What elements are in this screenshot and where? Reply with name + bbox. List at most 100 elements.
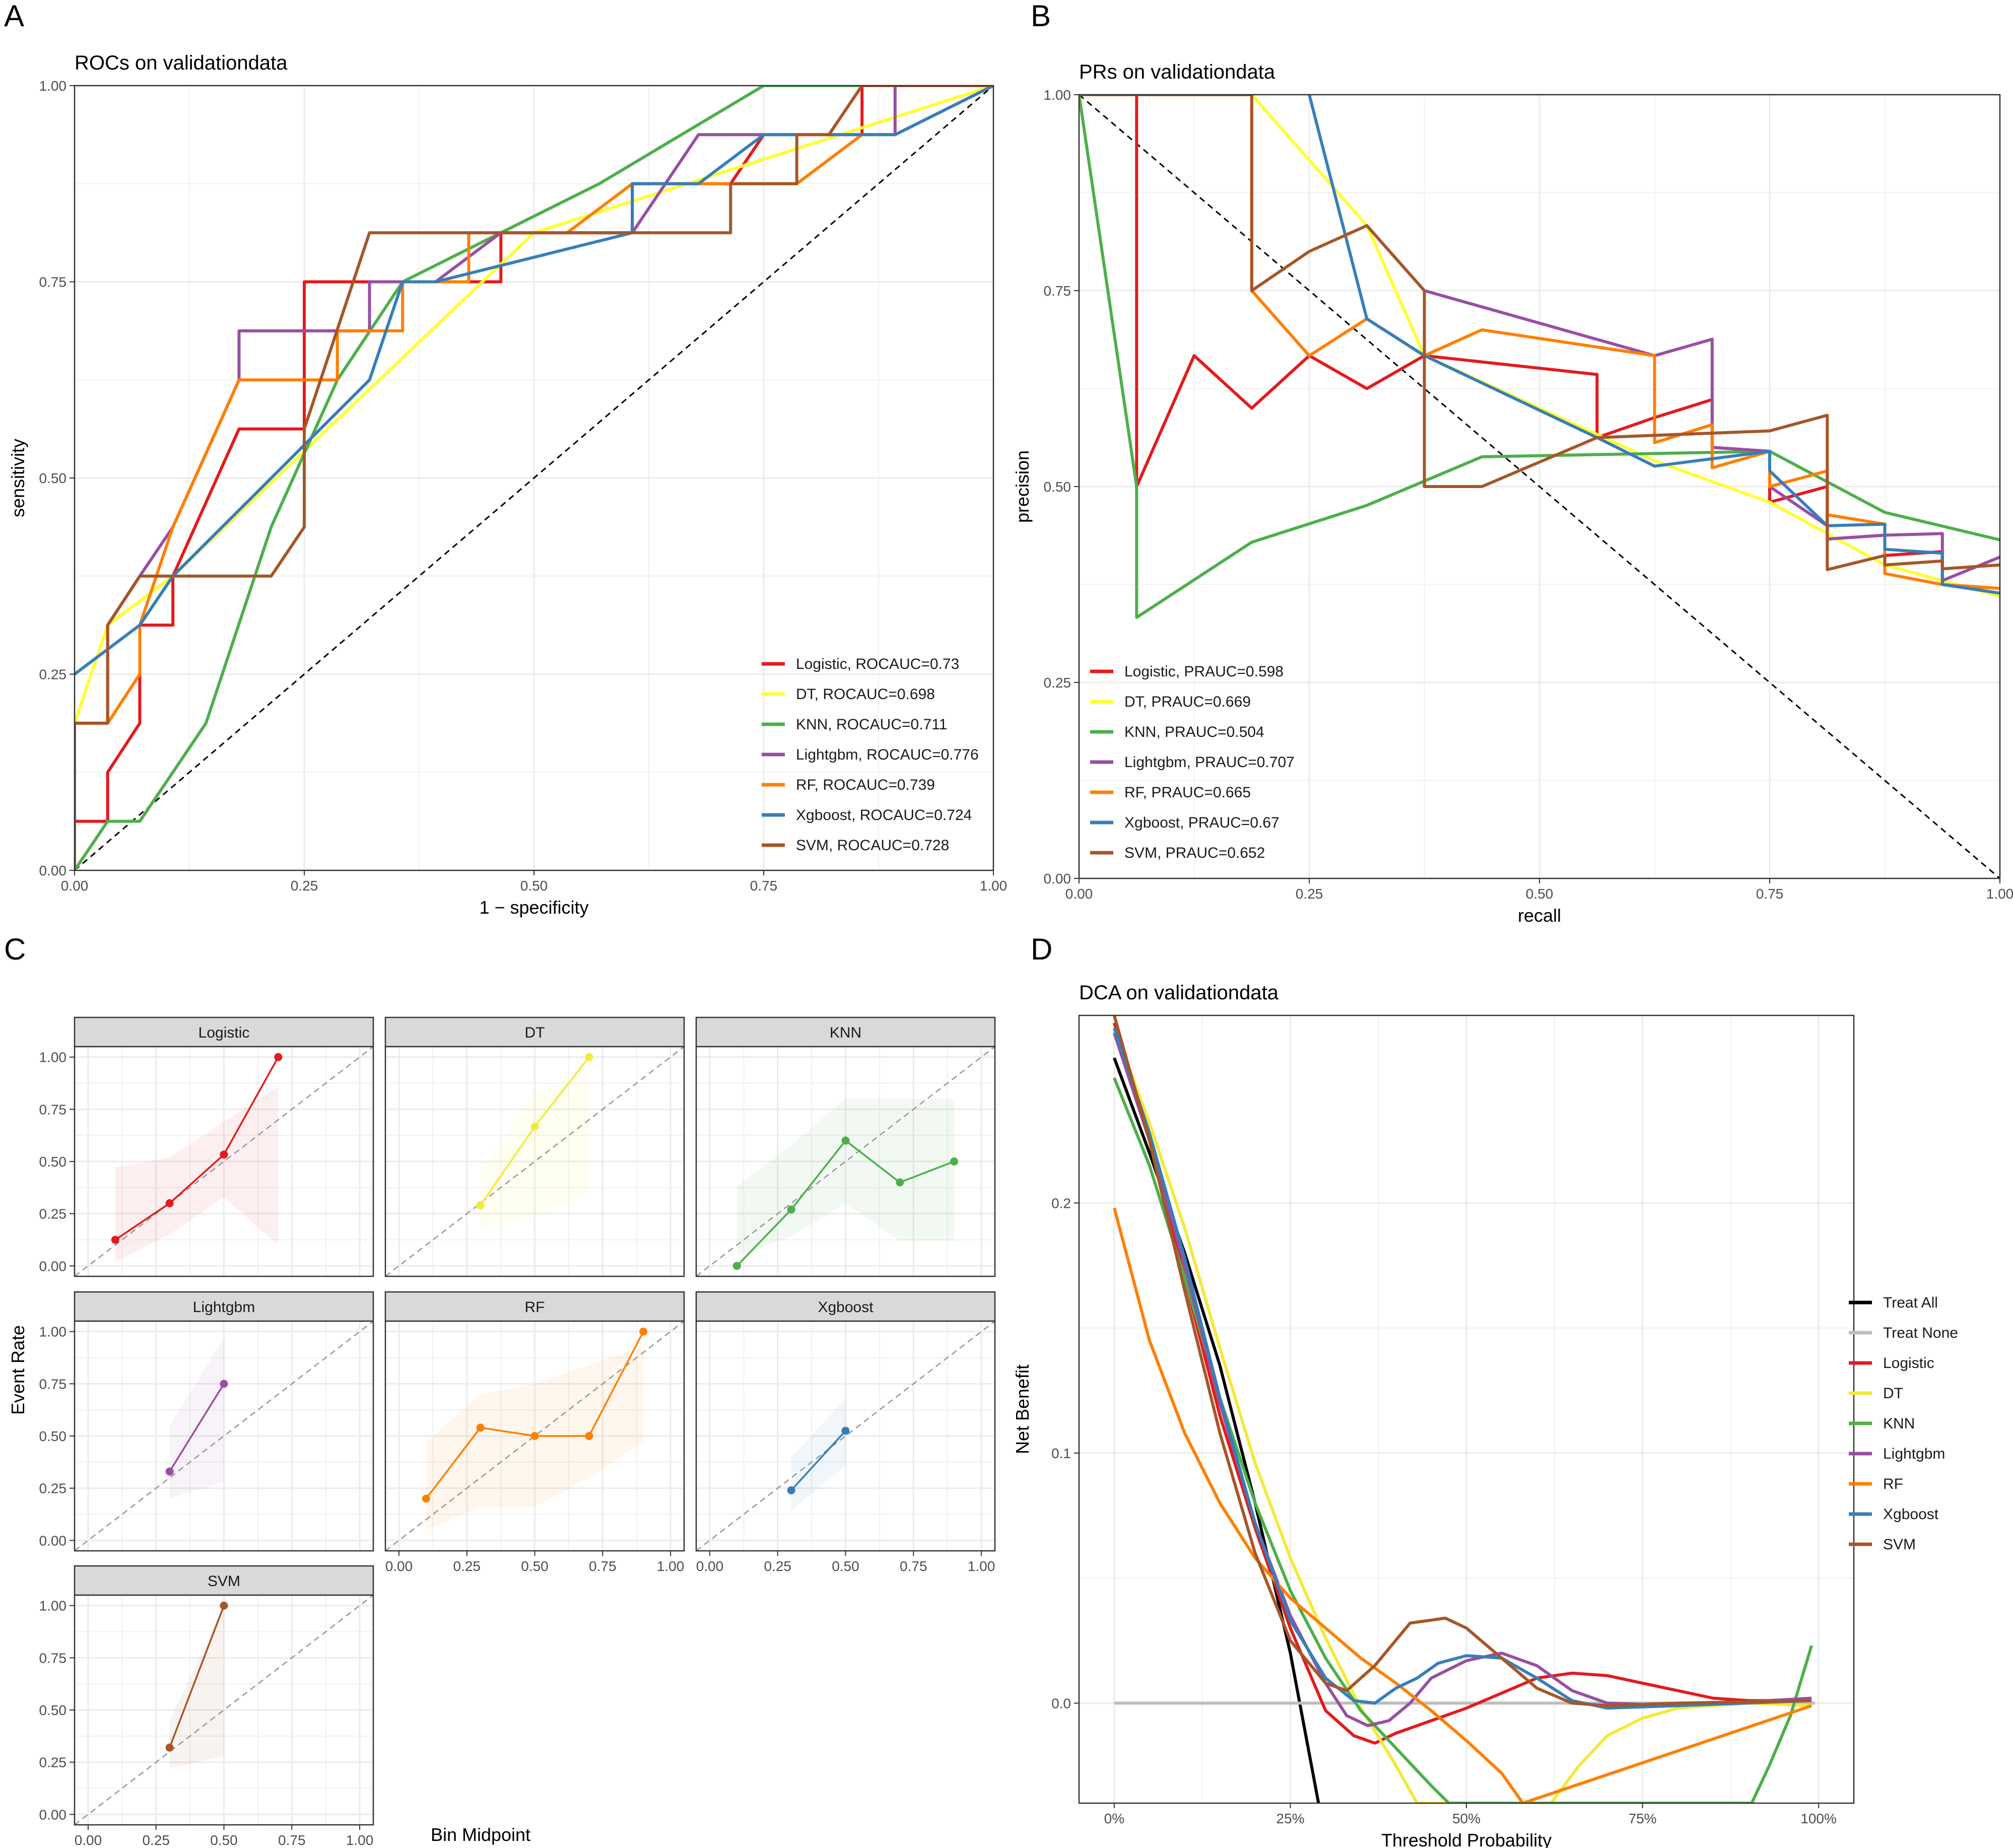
calibration-facet-svm-x-tick-label: 0.75 <box>278 1832 306 1848</box>
panel-label-a: A <box>4 0 24 33</box>
dca-y-tick-label: 0.2 <box>1051 1195 1071 1211</box>
dca-legend-label-xgboost: Xgboost <box>1883 1506 1939 1523</box>
dca-legend-label-svm: SVM <box>1883 1536 1916 1553</box>
calibration-facet-lightgbm-strip <box>74 1291 374 1322</box>
calibration-facet-svm-strip <box>74 1565 374 1596</box>
dca-series-xgboost <box>1113 1027 1812 1710</box>
calibration-facet-rf-x-tick-label: 0.00 <box>385 1558 413 1574</box>
calibration-facet-svm-point <box>165 1743 174 1752</box>
dca-series-svm <box>1113 1015 1812 1707</box>
roc-y-tick-label: 0.25 <box>39 667 67 682</box>
pr-series-dt <box>1079 95 2000 598</box>
panel-label-d: D <box>1031 932 1052 966</box>
calibration-facet-logistic-calibration-line <box>114 1056 279 1241</box>
calibration-facet-dt-panel-border <box>384 1046 685 1277</box>
calibration-facet-dt-strip-label: DT <box>525 1024 545 1041</box>
calibration-facet-svm-y-tick-label: 0.25 <box>39 1755 67 1770</box>
calibration-facet-xgboost-calibration-line <box>790 1430 846 1491</box>
roc-legend-label-xgboost: Xgboost, ROCAUC=0.724 <box>796 807 972 824</box>
dca-legend-label-dt: DT <box>1883 1385 1903 1402</box>
calibration-facet-rf-x-tick-label: 0.25 <box>453 1558 481 1574</box>
roc-y-axis-label: sensitivity <box>8 439 28 517</box>
calibration-facet-logistic-y-tick-label: 0.00 <box>39 1258 67 1274</box>
pr-series-lightgbm <box>1424 289 2000 582</box>
calibration-facet-logistic-strip-label: Logistic <box>198 1024 250 1041</box>
pr-legend-label-svm: SVM, PRAUC=0.652 <box>1124 845 1265 861</box>
calibration-facet-knn-panel-border <box>695 1046 996 1277</box>
dca-series-dt <box>1113 1027 1812 1803</box>
pr-y-tick-label: 0.75 <box>1044 283 1071 299</box>
calibration-facet-lightgbm-y-tick-label: 0.50 <box>39 1428 67 1444</box>
dca-x-axis-label: Threshold Probability <box>1381 1830 1552 1848</box>
calibration-facet-knn-reference-diagonal <box>696 1046 995 1277</box>
calibration-facet-logistic-strip <box>74 1016 374 1048</box>
calibration-facet-lightgbm-confidence-band <box>169 1338 224 1499</box>
calibration-facet-dt: DT <box>384 1016 685 1277</box>
calibration-facet-logistic-point <box>220 1150 228 1159</box>
calibration-facet-rf-point <box>530 1432 539 1440</box>
pr-legend-label-logistic: Logistic, PRAUC=0.598 <box>1124 663 1284 680</box>
calibration-facet-logistic-y-tick-label: 1.00 <box>39 1050 67 1065</box>
calibration-facet-dt-point <box>530 1122 539 1131</box>
calibration-facet-svm-x-tick-label: 0.25 <box>142 1832 170 1848</box>
dca-title: DCA on validationdata <box>1079 982 1279 1004</box>
roc-y-tick-label: 0.50 <box>39 470 67 486</box>
roc-x-tick-label: 0.75 <box>750 878 778 894</box>
calibration-facet-svm-y-tick-label: 0.75 <box>39 1650 67 1666</box>
calibration-facet-rf-strip-label: RF <box>525 1299 545 1316</box>
calibration-facet-dt-confidence-band <box>480 1071 589 1228</box>
dca-legend-label-treat-all: Treat All <box>1883 1294 1938 1311</box>
calibration-facet-knn-point <box>896 1178 904 1187</box>
pr-reference-diagonal <box>1079 95 2000 878</box>
dca-x-tick-label: 75% <box>1629 1811 1657 1826</box>
pr-title: PRs on validationdata <box>1079 61 1276 83</box>
pr-y-tick-label: 0.00 <box>1044 871 1071 886</box>
calibration-facet-xgboost-point <box>841 1426 850 1435</box>
roc-x-tick-label: 0.25 <box>291 878 318 894</box>
calibration-facet-xgboost-x-tick-label: 1.00 <box>968 1558 995 1574</box>
calibration-facet-rf-point <box>639 1327 648 1336</box>
calibration-facet-logistic-point <box>274 1053 283 1061</box>
pr-y-tick-label: 0.50 <box>1044 479 1071 495</box>
calibration-facet-rf-point <box>585 1432 593 1440</box>
calibration-facet-xgboost-strip <box>695 1291 996 1322</box>
pr-legend-label-xgboost: Xgboost, PRAUC=0.67 <box>1124 814 1280 831</box>
calibration-facet-xgboost-strip-label: Xgboost <box>818 1299 874 1316</box>
roc-y-tick-label: 0.75 <box>39 275 67 290</box>
dca-y-tick-label: 0.0 <box>1051 1695 1071 1711</box>
roc-x-tick-label: 1.00 <box>980 878 1008 894</box>
calibration-facet-knn-point <box>841 1136 850 1145</box>
calibration-facet-svm: SVM 0.00 0.25 0.50 0.75 1.00 0.00 0.25 0.50 0.75 1… <box>39 1565 374 1848</box>
roc-legend-label-logistic: Logistic, ROCAUC=0.73 <box>796 656 959 672</box>
calibration-facet-lightgbm-y-tick-label: 1.00 <box>39 1324 67 1340</box>
dca-x-tick-label: 100% <box>1800 1811 1837 1826</box>
roc-title: ROCs on validationdata <box>75 52 288 74</box>
calibration-facet-logistic-y-tick-label: 0.75 <box>39 1102 67 1117</box>
calibration-facet-dt-point <box>585 1053 593 1061</box>
pr-x-tick-label: 0.25 <box>1296 886 1323 902</box>
pr-legend-label-rf: RF, PRAUC=0.665 <box>1124 784 1251 801</box>
pr-y-tick-label: 1.00 <box>1044 87 1071 103</box>
dca-series-rf <box>1113 1207 1813 1803</box>
roc-panel-border <box>74 85 994 871</box>
calibration-facet-knn-strip-label: KNN <box>830 1024 861 1041</box>
calibration-facet-dt-reference-diagonal <box>385 1046 685 1277</box>
calibration-facet-rf-reference-diagonal <box>385 1321 685 1551</box>
calibration-facet-xgboost-point <box>787 1486 795 1494</box>
calibration-facet-logistic-point <box>165 1199 174 1207</box>
calibration-facet-lightgbm: Lightgbm 0.00 0.25 0.50 0.75 1.00 <box>39 1291 374 1552</box>
pr-y-tick-label: 0.25 <box>1044 675 1071 691</box>
pr-x-tick-label: 0.00 <box>1065 886 1093 902</box>
roc-legend-label-knn: KNN, ROCAUC=0.711 <box>796 716 947 733</box>
calibration-facet-lightgbm-y-tick-label: 0.25 <box>39 1481 67 1496</box>
calibration-facet-lightgbm-point <box>165 1467 174 1476</box>
dca-series-treat-all <box>1113 1057 1320 1803</box>
calibration-facet-logistic-reference-diagonal <box>74 1046 374 1277</box>
dca-panel: 0% 25% 50% 75% 100% 0.0 0.1 0.2 DCA on validatio… <box>1012 982 1958 1848</box>
panel-label-c: C <box>4 932 26 966</box>
calibration-facet-logistic-y-tick-label: 0.50 <box>39 1154 67 1170</box>
pr-x-tick-label: 1.00 <box>1986 886 2013 902</box>
calibration-facet-lightgbm-y-tick-label: 0.00 <box>39 1533 67 1548</box>
calibration-facet-lightgbm-reference-diagonal <box>74 1321 374 1551</box>
